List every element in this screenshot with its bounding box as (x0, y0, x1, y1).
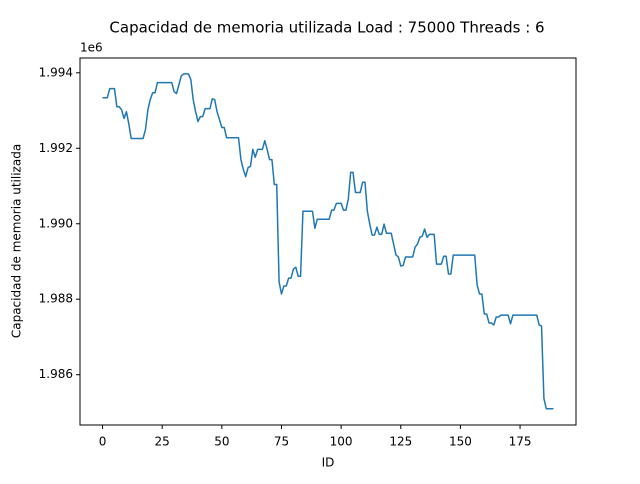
x-tick-label: 150 (449, 435, 472, 449)
y-tick-label: 1.992 (39, 141, 73, 155)
x-tick-label: 100 (330, 435, 353, 449)
y-tick-label: 1.994 (39, 65, 73, 79)
x-axis-label: ID (322, 456, 335, 470)
x-tick-label: 50 (214, 435, 229, 449)
chart-title: Capacidad de memoria utilizada Load : 75… (109, 19, 544, 37)
y-tick-label: 1.990 (39, 216, 73, 230)
y-tick-label: 1.986 (39, 367, 73, 381)
x-tick-label: 125 (389, 435, 412, 449)
x-tick-label: 0 (99, 435, 107, 449)
y-axis-label: Capacidad de memoria utilizada (10, 144, 24, 338)
x-tick-label: 25 (155, 435, 170, 449)
x-tick-label: 75 (274, 435, 289, 449)
y-tick-label: 1.988 (39, 292, 73, 306)
y-offset-label: 1e6 (80, 41, 103, 55)
x-tick-label: 175 (509, 435, 532, 449)
data-line (102, 73, 554, 410)
plot-frame (79, 57, 577, 426)
